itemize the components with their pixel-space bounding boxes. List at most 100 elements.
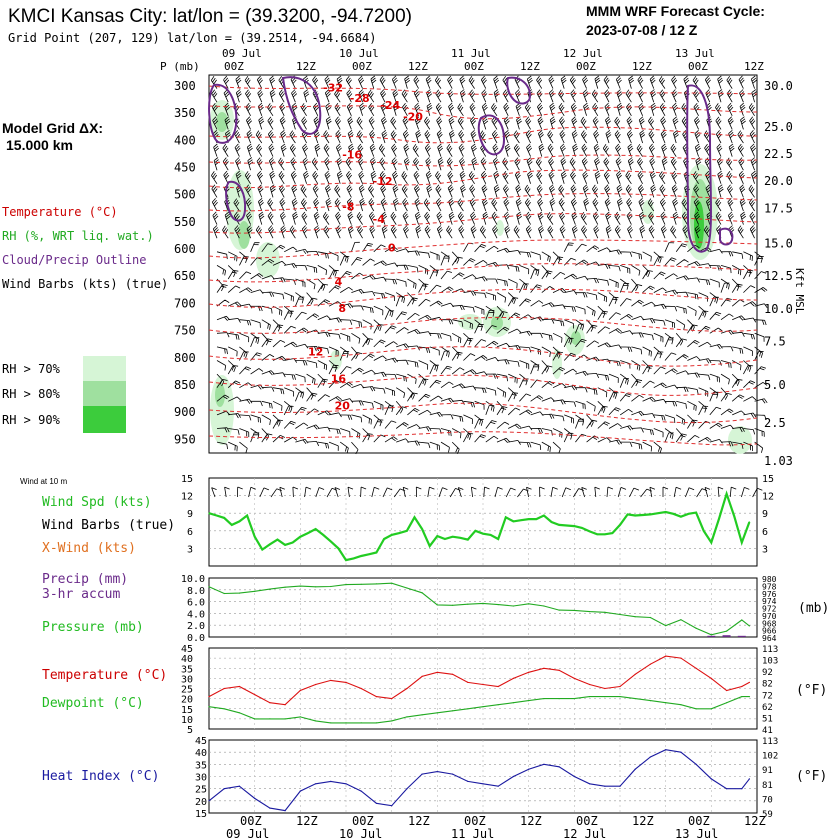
dewpoint-series-point [748,696,751,698]
axis-tick-label: 45 [181,644,193,655]
axis-tick-label: 40 [181,654,193,665]
pressure-series-point [208,586,210,588]
time-tick-bottom: 00Z [688,814,710,828]
wind-speed-series-point [710,541,712,544]
axis-tick-label: 30 [181,674,193,685]
time-tick-bottom: 12Z [408,814,430,828]
temperature-series-point [421,675,423,678]
dewpoint-series-point [436,712,438,714]
pressure-tick-label: 700 [174,296,196,310]
kft-tick-label: 12.5 [764,269,793,283]
temperature-series-point [634,673,636,675]
isotherm-label: -20 [403,110,423,123]
heat-index-series-point [223,788,225,790]
axis-tick-label: 82 [762,680,773,690]
time-tick-top: 00Z [464,60,484,73]
time-tick-top: 00Z [576,60,596,73]
pressure-series-point [573,609,575,612]
isotherm-label: 8 [338,302,346,315]
wind-speed-series-point [490,534,492,536]
time-tick-top: 12Z [632,60,652,73]
axis-tick-label: 113 [762,645,778,655]
heat-index-series-point [558,766,560,768]
wind-speed-series-point [353,557,355,560]
axis-tick-label: 25 [181,685,193,696]
date-label-top: 11 Jul [451,47,491,60]
time-tick-top: 00Z [688,60,708,73]
dewpoint-series-point [299,716,301,718]
axis-tick-label: 30 [195,773,207,784]
legend-cloud: Cloud/Precip Outline [2,253,147,267]
temperature-series-point [452,673,454,675]
wind-speed-series-point [452,536,454,538]
pressure-series-point [665,625,667,627]
axis-tick-label: 3 [187,544,193,555]
legend-rh: RH (%, WRT liq. wat.) [2,229,154,243]
dewpoint-series-point [330,722,332,724]
dewpoint-series-point [284,718,286,720]
axis-tick-label: 113 [762,737,778,747]
date-label-bottom: 12 Jul [563,827,606,840]
pressure-tick-label: 400 [174,133,196,147]
wind-speed-series-point [467,539,469,541]
kft-tick-label: 10.0 [764,302,793,316]
cloud-outlines [208,76,734,253]
date-label-top: 09 Jul [222,47,262,60]
wind-speed-series-point [589,530,591,533]
dewpoint-series-point [269,718,271,720]
time-tick-top: 00Z [352,60,372,73]
isotherm-label: -4 [373,213,386,226]
legend-wind-barbs-10m: Wind Barbs (true) [42,518,175,533]
temperature-series-point [497,685,499,688]
rh70-swatch [83,356,126,381]
pressure-series-point [452,604,454,606]
pressure-series-point [406,587,408,589]
temperature-series-point [748,681,751,684]
axis-tick-label: 15 [181,705,193,716]
temperature-series-point [512,677,515,680]
wind-speed-series-point [360,555,362,557]
dewpoint-series-point [680,704,682,706]
axis-tick-label: 0.0 [187,633,205,644]
axis-tick-label: 5 [187,725,193,736]
pressure-series-point [741,619,743,621]
temperature-series-point [695,667,697,669]
heat-index-series-point [543,763,545,765]
wind-speed-series-point [558,524,560,526]
dewpoint-series-point [360,722,362,724]
wind-speed-series-point [238,520,240,523]
heat-index-series-point [604,785,606,787]
isotherm-label: -12 [373,175,393,188]
pressure-series-point [436,604,438,606]
temperature-series-point [726,689,728,692]
temp-units-label: (°F) [796,683,827,698]
axis-tick-label: 103 [762,657,778,667]
dewpoint-series-point [254,718,256,720]
dewpoint-series-point [695,708,697,710]
wind-speed-series-point [543,514,545,517]
wind-speed-series-point [550,521,553,523]
pressure-tick-label: 900 [174,405,196,419]
kft-tick-label: 30.0 [764,79,793,93]
forecast-cycle-title: MMM WRF Forecast Cycle: [586,3,765,19]
pressure-series-point [512,605,515,607]
temperature-series-point [649,663,652,665]
axis-tick-label: 976 [762,590,777,599]
kft-tick-label: 22.5 [764,147,793,161]
heat-index-series-point [208,800,210,802]
kft-tick-label: 1.03 [764,454,793,468]
axis-tick-label: 972 [762,605,777,614]
dewpoint-series-point [726,702,728,704]
time-tick-bottom: 12Z [632,814,654,828]
axis-tick-label: 35 [195,760,207,771]
axis-tick-label: 12 [762,492,774,503]
pressure-series-point [482,602,484,605]
temperature-series-point [330,679,332,682]
forecast-cycle-value: 2023-07-08 / 12 Z [586,22,698,38]
pressure-series-point [680,619,682,621]
axis-tick-label: 3 [762,544,768,555]
pressure-tick-label: 300 [174,79,196,93]
temperature-series-point [391,698,393,700]
